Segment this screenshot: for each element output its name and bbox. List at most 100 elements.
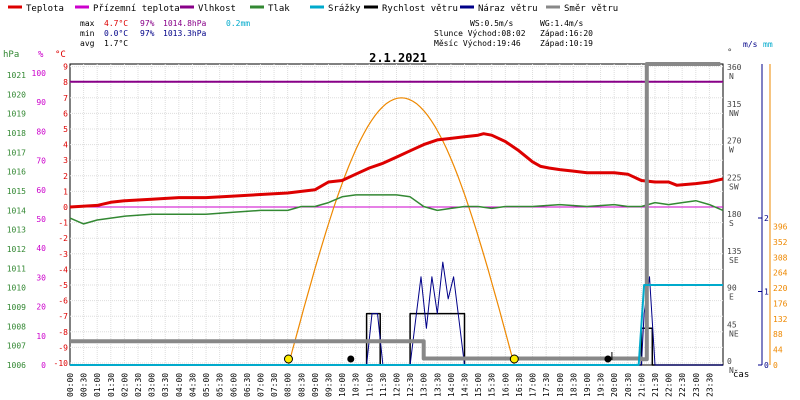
temperature-tick-label: 9 <box>63 63 68 72</box>
legend-label-teplota: Teplota <box>26 4 64 14</box>
pressure-tick-label: 1018 <box>7 129 26 138</box>
x-tick-label: 22:00 <box>665 373 674 397</box>
humidity-tick-label: 60 <box>36 186 46 195</box>
rain-tick-label: 220 <box>773 284 788 293</box>
x-tick-label: 15:00 <box>474 373 483 397</box>
rain-tick-label: 88 <box>773 330 783 339</box>
temperature-tick-label: 6 <box>63 109 68 118</box>
x-tick-label: 20:00 <box>610 373 619 397</box>
humidity-tick-label: 90 <box>36 98 46 107</box>
x-tick-label: 07:00 <box>256 373 265 397</box>
pressure-tick-label: 1021 <box>7 71 26 80</box>
unit-deg: ° <box>727 48 732 58</box>
legend-label-srazky: Srážky <box>328 4 361 14</box>
x-tick-label: 12:00 <box>393 373 402 397</box>
pressure-tick-label: 1013 <box>7 226 26 235</box>
rain-tick-label: 352 <box>773 238 788 247</box>
temperature-tick-label: 1 <box>63 187 68 196</box>
x-tick-label: 14:00 <box>447 373 456 397</box>
direction-tick-label: 270 <box>727 137 742 146</box>
x-tick-label: 01:30 <box>107 373 116 397</box>
unit-pct: % <box>38 50 44 60</box>
sunset-marker <box>509 354 519 364</box>
pressure-tick-label: 1015 <box>7 187 26 196</box>
temperature-tick-label: -5 <box>58 281 68 290</box>
info-slunce-zapad: Západ:16:20 <box>540 29 593 38</box>
direction-tick-label: 90 <box>727 284 737 293</box>
series-naraz-vetru <box>70 261 723 366</box>
direction-tick-name: E <box>729 293 734 302</box>
stats-min-hum: 97% <box>140 29 155 38</box>
x-tick-label: 08:30 <box>297 373 306 397</box>
astro-info: WS:0.5m/s WG:1.4m/s Slunce Východ:08:02 … <box>434 19 593 48</box>
humidity-tick-label: 20 <box>36 303 46 312</box>
x-tick-label: 23:30 <box>705 373 714 397</box>
moonrise-marker <box>604 355 612 363</box>
humidity-tick-label: 70 <box>36 157 46 166</box>
unit-degc: °C <box>55 50 66 60</box>
series-smer-vetru <box>70 62 721 362</box>
pressure-tick-label: 1017 <box>7 148 26 157</box>
temperature-tick-label: 7 <box>63 94 68 103</box>
x-tick-label: 21:30 <box>651 373 660 397</box>
humidity-tick-label: 80 <box>36 127 46 136</box>
legend-label-vlhkost: Vlhkost <box>198 4 236 14</box>
x-tick-label: 02:30 <box>134 373 143 397</box>
x-tick-label: 00:00 <box>66 373 75 397</box>
x-tick-label: 13:00 <box>420 373 429 397</box>
pressure-tick-label: 1011 <box>7 264 26 273</box>
pressure-tick-label: 1010 <box>7 284 26 293</box>
stats-min-temp: 0.0°C <box>104 29 128 38</box>
x-tick-label: 16:30 <box>515 373 524 397</box>
unit-hpa: hPa <box>3 50 19 60</box>
plot-axes: 00:00 00:30 01:00 01:30 02:00 02:30 03:00 03:30… <box>7 63 788 397</box>
stats-max-temp: 4.7°C <box>104 19 128 28</box>
x-tick-label: 23:00 <box>692 373 701 397</box>
direction-tick-label: 180 <box>727 210 742 219</box>
direction-tick-label: 225 <box>727 173 742 182</box>
x-tick-label: 11:30 <box>379 373 388 397</box>
rain-tick-label: 176 <box>773 299 788 308</box>
x-tick-label: 08:00 <box>284 373 293 397</box>
legend-label-naraz: Náraz větru <box>478 4 538 14</box>
wind-tick-label: 1 <box>764 288 769 297</box>
temperature-tick-label: 8 <box>63 78 68 87</box>
sunrise-marker <box>283 354 293 364</box>
temperature-tick-label: 5 <box>63 125 68 134</box>
direction-tick-name: S <box>729 219 734 228</box>
info-slunce: Slunce Východ:08:02 <box>434 29 526 38</box>
unit-cas: čas <box>733 369 749 380</box>
pressure-tick-label: 1008 <box>7 322 26 331</box>
humidity-tick-label: 50 <box>36 215 46 224</box>
legend: Teplota Přízemní teplota Vlhkost Tlak Sr… <box>8 4 618 14</box>
x-tick-label: 06:00 <box>229 373 238 397</box>
rain-tick-label: 0 <box>773 361 778 370</box>
legend-label-rychlost: Rychlost větru <box>382 4 458 14</box>
stats-min-press: 1013.3hPa <box>163 29 207 38</box>
stats-max-press: 1014.8hPa <box>163 19 207 28</box>
temperature-tick-label: 4 <box>63 141 68 150</box>
x-tick-label: 09:30 <box>324 373 333 397</box>
direction-tick-name: SE <box>729 256 739 265</box>
x-tick-label: 19:00 <box>583 373 592 397</box>
plot-markers <box>283 352 613 364</box>
direction-tick-name: N <box>729 72 734 81</box>
x-tick-label: 07:30 <box>270 373 279 397</box>
x-tick-label: 04:00 <box>175 373 184 397</box>
info-ws: WS:0.5m/s <box>470 19 514 28</box>
x-tick-label: 16:00 <box>501 373 510 397</box>
x-tick-label: 03:00 <box>148 373 157 397</box>
temperature-tick-label: -10 <box>54 359 69 368</box>
rain-tick-label: 396 <box>773 223 788 232</box>
rain-tick-label: 308 <box>773 253 788 262</box>
chart-title: 2.1.2021 <box>369 51 427 65</box>
moonset-marker <box>347 355 355 363</box>
direction-tick-name: W <box>729 146 734 155</box>
pressure-tick-label: 1014 <box>7 206 26 215</box>
temperature-tick-label: -7 <box>58 312 68 321</box>
stats-max-rain: 0.2mm <box>226 19 250 28</box>
stats-avg-temp: 1.7°C <box>104 39 128 48</box>
x-tick-label: 14:30 <box>461 373 470 397</box>
info-wg: WG:1.4m/s <box>540 19 584 28</box>
